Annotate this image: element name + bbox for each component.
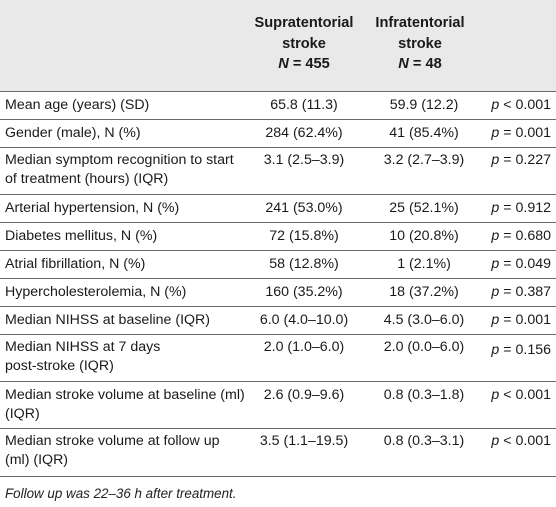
p-letter: p [491, 200, 500, 216]
row-supra-value: 284 (62.4%) [265, 125, 343, 141]
row-label: Mean age (years) (SD) [5, 97, 150, 113]
p-number: = 0.156 [503, 342, 551, 358]
row-label: Arterial hypertension, N (%) [5, 200, 180, 216]
p-number: = 0.001 [503, 312, 551, 328]
row-label: Hypercholesterolemia, N (%) [5, 284, 187, 300]
table-footnote: Follow up was 22–36 h after treatment. [5, 486, 237, 501]
header-supra-n-value: = 455 [292, 56, 330, 72]
p-letter: p [491, 152, 500, 168]
row-supra-value: 2.6 (0.9–9.6) [263, 387, 345, 403]
row-rule [0, 428, 556, 429]
header-infratentorial: Infratentorial stroke N = 48 [362, 13, 478, 75]
row-supra-value: 6.0 (4.0–10.0) [259, 312, 349, 328]
row-infra-value: 3.2 (2.7–3.9) [383, 152, 465, 168]
row-infra-value: 41 (85.4%) [389, 125, 459, 141]
row-supra-value: 3.5 (1.1–19.5) [259, 433, 349, 449]
p-letter: p [491, 256, 500, 272]
row-p-value: p < 0.001 [485, 96, 551, 115]
header-supra-n: N = 455 [244, 54, 364, 75]
header-supratentorial: Supratentorial stroke N = 455 [244, 13, 364, 75]
row-rule [0, 250, 556, 251]
p-number: = 0.912 [503, 200, 551, 216]
row-p-value: p = 0.680 [485, 227, 551, 246]
row-label: Diabetes mellitus, N (%) [5, 228, 158, 244]
header-infra-n-label: N [398, 56, 409, 72]
row-p-value: p = 0.001 [485, 124, 551, 143]
row-rule [0, 306, 556, 307]
row-p-value: p = 0.912 [485, 199, 551, 218]
p-number: < 0.001 [503, 387, 551, 403]
row-p-value: p = 0.227 [485, 151, 551, 170]
row-p-value: p < 0.001 [485, 386, 551, 405]
row-supra-value: 65.8 (11.3) [270, 97, 338, 113]
row-p-value: p = 0.156 [485, 341, 551, 360]
header-rule [0, 91, 556, 92]
row-supra-value: 58 (12.8%) [269, 256, 339, 272]
row-infra-value: 25 (52.1%) [389, 200, 459, 216]
row-supra-value: 160 (35.2%) [265, 284, 343, 300]
row-supra-value: 241 (53.0%) [265, 200, 343, 216]
row-label: Median NIHSS at 7 days post-stroke (IQR) [5, 339, 161, 374]
p-letter: p [491, 97, 500, 113]
p-number: = 0.049 [503, 256, 551, 272]
row-infra-value: 10 (20.8%) [389, 228, 459, 244]
p-number: = 0.387 [503, 284, 551, 300]
row-supra-value: 72 (15.8%) [269, 228, 339, 244]
row-infra-value: 59.9 (12.2) [389, 97, 459, 113]
p-letter: p [491, 228, 500, 244]
row-label: Median symptom recognition to start of t… [5, 152, 234, 187]
p-letter: p [491, 433, 500, 449]
row-infra-value: 0.8 (0.3–1.8) [383, 387, 465, 403]
row-rule [0, 381, 556, 382]
row-rule [0, 334, 556, 335]
row-p-value: p = 0.387 [485, 283, 551, 302]
p-letter: p [491, 284, 500, 300]
row-p-value: p < 0.001 [485, 432, 551, 451]
row-p-value: p = 0.049 [485, 255, 551, 274]
header-infra-n: N = 48 [362, 54, 478, 75]
row-rule [0, 119, 556, 120]
p-number: < 0.001 [503, 97, 551, 113]
row-infra-value: 18 (37.2%) [389, 284, 459, 300]
row-label: Median stroke volume at baseline (ml) (I… [5, 387, 245, 422]
header-supra-line2: stroke [282, 35, 326, 52]
p-letter: p [491, 125, 500, 141]
row-label: Gender (male), N (%) [5, 125, 141, 141]
row-supra-value: 3.1 (2.5–3.9) [263, 152, 345, 168]
p-number: = 0.227 [503, 152, 551, 168]
header-infra-line2: stroke [398, 35, 442, 52]
row-supra-value: 2.0 (1.0–6.0) [263, 339, 345, 355]
row-label: Atrial fibrillation, N (%) [5, 256, 146, 272]
row-label: Median stroke volume at follow up (ml) (… [5, 433, 220, 468]
row-infra-value: 4.5 (3.0–6.0) [383, 312, 465, 328]
row-infra-value: 0.8 (0.3–3.1) [383, 433, 465, 449]
p-letter: p [491, 387, 500, 403]
p-number: = 0.680 [503, 228, 551, 244]
p-number: = 0.001 [503, 125, 551, 141]
header-infra-n-value: = 48 [412, 56, 442, 72]
row-label: Median NIHSS at baseline (IQR) [5, 312, 211, 328]
row-p-value: p = 0.001 [485, 311, 551, 330]
header-supra-n-label: N [278, 56, 289, 72]
row-infra-value: 2.0 (0.0–6.0) [383, 339, 465, 355]
p-letter: p [491, 312, 500, 328]
row-rule [0, 222, 556, 223]
row-rule [0, 194, 556, 195]
p-letter: p [491, 342, 500, 358]
row-rule [0, 147, 556, 148]
row-infra-value: 1 (2.1%) [397, 256, 451, 272]
table-bottom-rule [0, 476, 556, 477]
header-supra-line1: Supratentorial [254, 15, 354, 31]
row-rule [0, 278, 556, 279]
p-number: < 0.001 [503, 433, 551, 449]
table-header-band [0, 0, 556, 91]
header-infra-line1: Infratentorial [375, 15, 465, 31]
